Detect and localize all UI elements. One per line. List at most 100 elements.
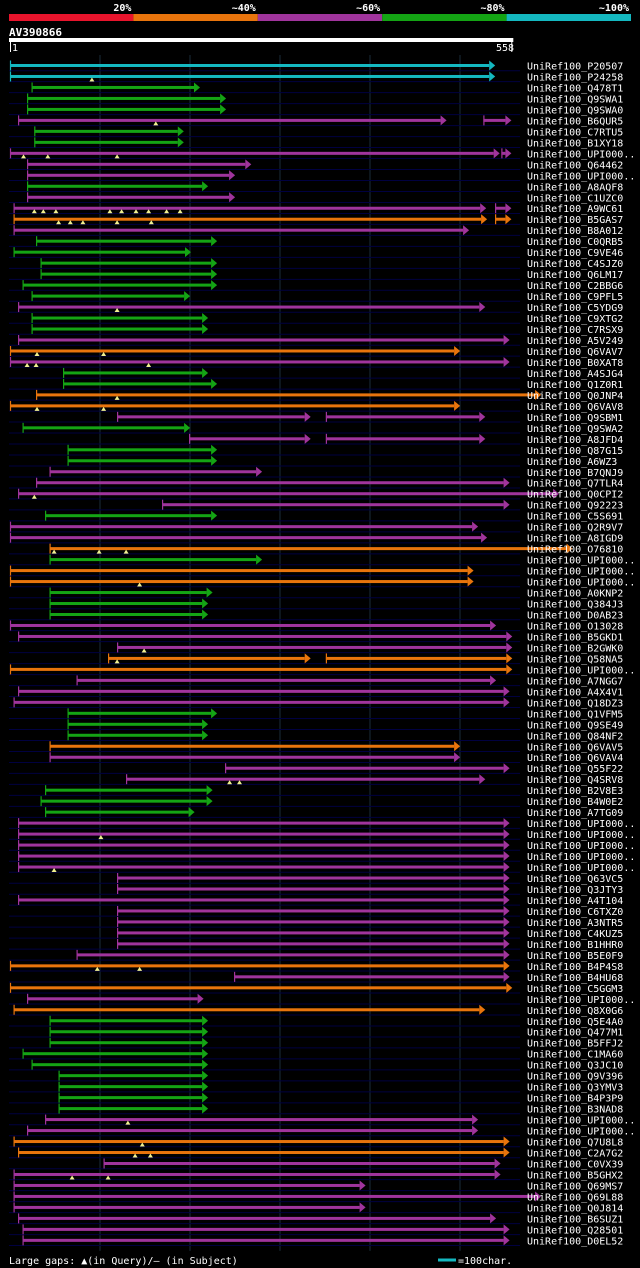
hit-row: UniRef100_Q92223 [9, 499, 623, 512]
hit-label: UniRef100_Q3JC10 [527, 1061, 623, 1072]
hit-bar [10, 151, 494, 155]
hit-bar [18, 1151, 504, 1155]
hit-arrow [202, 1059, 209, 1070]
hit-bar [13, 1008, 480, 1012]
hit-row: UniRef100_UPI000.. [9, 818, 635, 830]
query-gap-marker [123, 549, 129, 554]
hit-row: UniRef100_Q6VAV5 [9, 741, 623, 753]
hit-arrow [245, 159, 252, 170]
hit-bar [10, 569, 468, 573]
hit-bar [501, 151, 506, 155]
hit-bar [13, 1183, 360, 1187]
hit-label: UniRef100_B5GHX2 [527, 1170, 623, 1181]
hit-arrow [202, 181, 209, 192]
hit-bar [27, 1129, 473, 1133]
hit-bar [36, 393, 536, 397]
hit-row: UniRef100_B5GAS7 [9, 214, 623, 226]
hit-label: UniRef100_O76810 [527, 545, 623, 556]
legend-label: 20% [113, 3, 131, 14]
hit-arrow [202, 1026, 209, 1037]
hit-label: UniRef100_Q9SBM1 [527, 413, 623, 424]
hit-label: UniRef100_B6QUR5 [527, 116, 623, 127]
hit-bar [49, 547, 567, 551]
hit-arrow [503, 818, 510, 829]
hit-row: UniRef100_UPI000.. [9, 851, 635, 863]
hit-arrow [472, 1125, 479, 1136]
hit-row: UniRef100_C5GGM3 [9, 982, 623, 995]
hit-bar [58, 1096, 203, 1100]
query-gap-marker [107, 209, 113, 214]
hit-arrow [503, 916, 510, 927]
hit-label: UniRef100_Q3JTY3 [527, 885, 623, 896]
hit-arrow [480, 203, 487, 214]
hit-label: UniRef100_A3NTR5 [527, 918, 623, 929]
hit-arrow [256, 466, 263, 477]
hit-row: UniRef100_B5FFJ2 [9, 1037, 623, 1050]
hit-bar [67, 448, 212, 452]
legend-label: ~60% [356, 3, 380, 14]
hit-arrow [489, 60, 496, 71]
hit-label: UniRef100_UPI000.. [527, 819, 635, 830]
hit-bar [13, 1172, 495, 1176]
hit-arrow [503, 949, 510, 960]
hit-row: UniRef100_C5S691 [9, 510, 623, 523]
hit-arrow [503, 829, 510, 840]
hit-label: UniRef100_Q18DZ3 [527, 698, 623, 709]
hit-bar [10, 349, 455, 353]
hit-label: UniRef100_Q84NF2 [527, 731, 623, 742]
hit-arrow [229, 192, 236, 203]
hit-bar [58, 1107, 203, 1111]
hit-label: UniRef100_UPI000.. [527, 852, 635, 863]
hit-arrow [220, 104, 227, 115]
hit-label: UniRef100_D0EL52 [527, 1236, 623, 1247]
hit-bar [325, 437, 480, 441]
hit-bar [40, 272, 212, 276]
hit-bar [10, 74, 490, 78]
hit-arrow [490, 620, 497, 631]
hit-arrow [535, 389, 542, 400]
query-gap-marker [133, 209, 139, 214]
hit-row: UniRef100_A4X4V1 [9, 686, 623, 698]
hit-arrow [202, 719, 209, 730]
hit-arrow [229, 170, 236, 181]
hit-arrow [256, 554, 263, 565]
hit-arrow [211, 510, 218, 521]
query-gap-marker [89, 77, 95, 82]
hit-bar [103, 1162, 495, 1165]
hit-arrow [463, 225, 470, 236]
hit-label: UniRef100_Q58NA5 [527, 654, 623, 665]
hit-label: UniRef100_C7RTU5 [527, 127, 623, 138]
hit-bar [10, 404, 455, 408]
hit-bar [49, 591, 207, 595]
hit-arrow [211, 258, 218, 269]
hit-arrow [202, 1015, 209, 1026]
hit-bar [49, 470, 257, 474]
hit-arrow [359, 1202, 366, 1213]
hit-arrow [490, 1213, 497, 1224]
query-gap-marker [148, 220, 154, 225]
hit-label: UniRef100_Q2R9V7 [527, 523, 623, 534]
hit-label: UniRef100_B4P3P9 [527, 1094, 623, 1105]
hit-label: UniRef100_UPI000.. [527, 567, 635, 578]
hit-bar [325, 656, 507, 660]
hit-row: UniRef100_UPI000.. [9, 148, 635, 160]
hit-bar [67, 733, 203, 737]
hit-label: UniRef100_P24258 [527, 72, 623, 83]
hit-row: UniRef100_Q3YMV3 [9, 1081, 623, 1094]
hit-arrow [472, 521, 479, 532]
hit-bar [117, 942, 504, 946]
query-bar [9, 38, 514, 42]
hit-bar [67, 459, 212, 463]
hit-bar [13, 1140, 504, 1144]
hit-arrow [211, 236, 218, 247]
hit-bar [40, 799, 207, 803]
hit-arrow [506, 631, 513, 642]
hit-bar [49, 602, 203, 606]
hit-bar [27, 173, 230, 177]
hit-arrow [503, 763, 510, 774]
hit-arrow [211, 269, 218, 280]
hit-row: UniRef100_B6SUZ1 [9, 1213, 623, 1225]
hit-label: UniRef100_P20507 [527, 62, 623, 73]
hit-bar [22, 1052, 203, 1056]
query-gap-marker [137, 582, 143, 587]
